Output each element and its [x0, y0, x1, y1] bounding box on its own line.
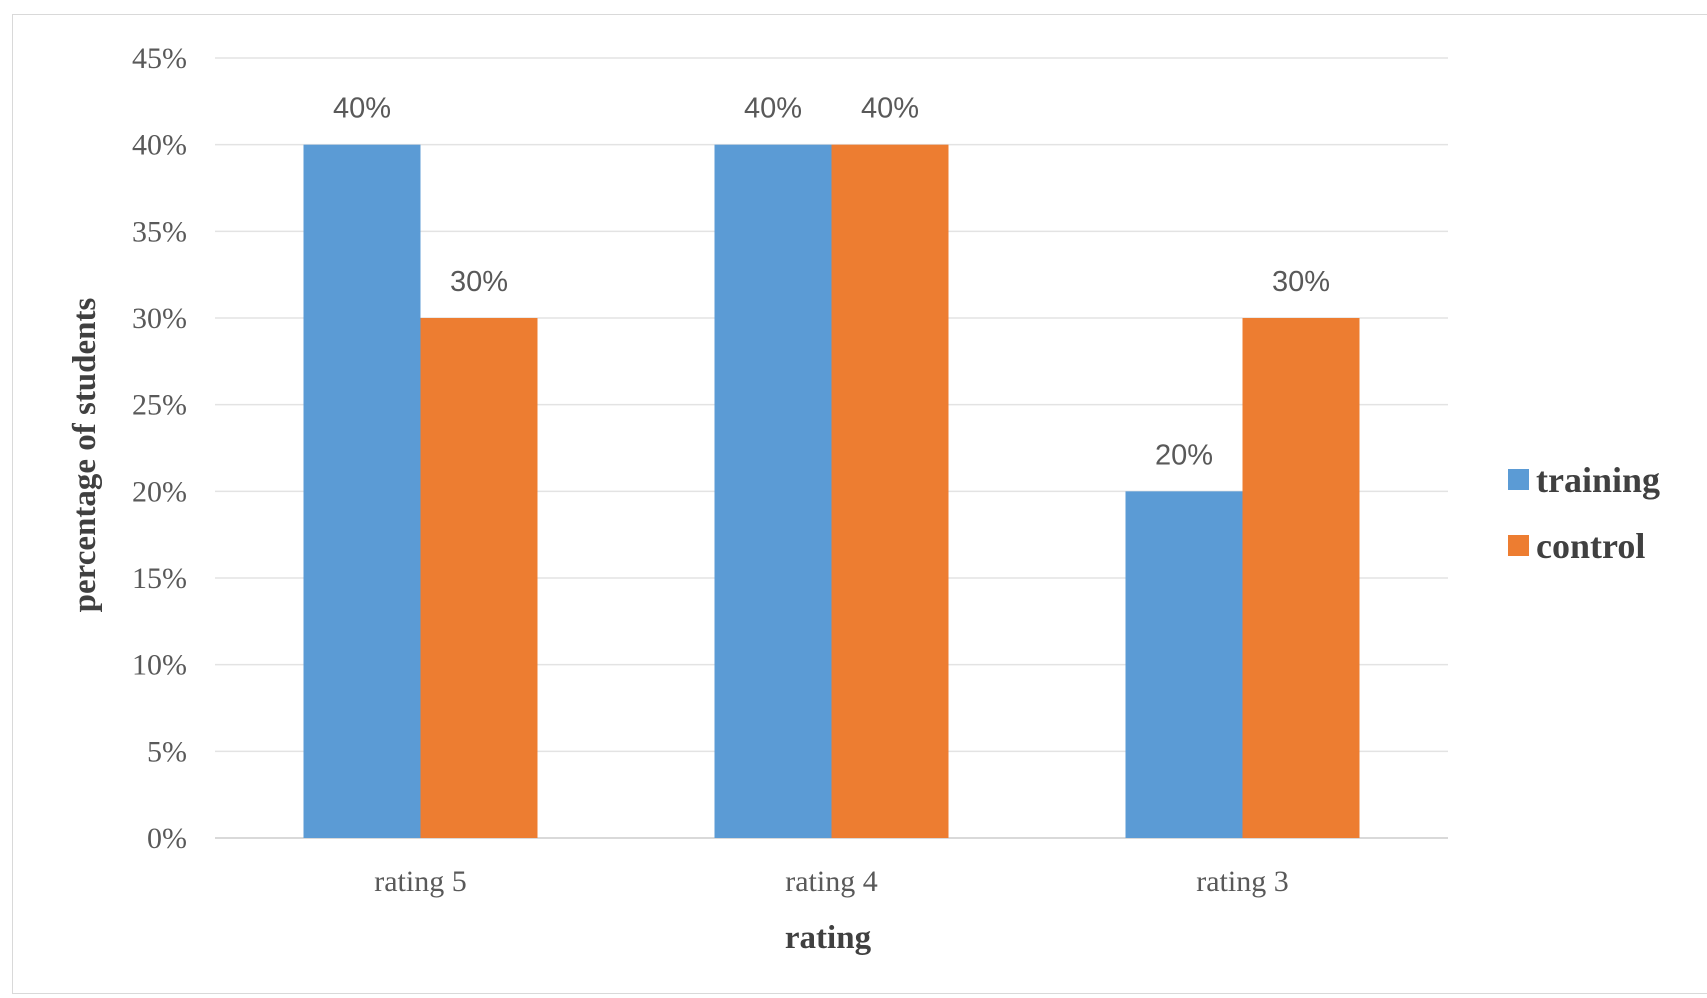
x-axis-title: rating	[785, 920, 872, 956]
x-axis-category-labels: rating 5 rating 4 rating 3	[374, 865, 1288, 898]
bar-training-2	[1126, 491, 1243, 838]
x-category-label: rating 5	[374, 865, 466, 898]
y-tick-label: 10%	[132, 649, 187, 682]
y-tick-label: 20%	[132, 475, 187, 508]
legend-swatch-control	[1508, 535, 1529, 556]
data-label-control-0: 30%	[450, 266, 508, 298]
y-tick-label: 25%	[132, 389, 187, 422]
y-tick-label: 35%	[132, 215, 187, 248]
y-tick-label: 15%	[132, 562, 187, 595]
y-tick-label: 5%	[147, 735, 187, 768]
y-axis-title: percentage of students	[67, 298, 103, 613]
data-label-training-0: 40%	[333, 93, 391, 125]
bar-training-0	[304, 145, 421, 838]
bar-training-1	[715, 145, 832, 838]
y-axis-tick-labels: 0% 5% 10% 15% 20% 25% 30% 35% 40% 45%	[132, 42, 187, 855]
data-label-training-1: 40%	[744, 93, 802, 125]
y-tick-label: 45%	[132, 42, 187, 75]
legend-swatch-training	[1508, 469, 1529, 490]
y-tick-label: 30%	[132, 302, 187, 335]
y-tick-label: 0%	[147, 822, 187, 855]
legend: training control	[1508, 460, 1660, 566]
legend-label-training: training	[1536, 460, 1660, 500]
data-label-training-2: 20%	[1155, 439, 1213, 471]
bar-control-0	[421, 318, 538, 838]
x-category-label: rating 3	[1196, 865, 1288, 898]
y-tick-label: 40%	[132, 129, 187, 162]
bar-control-1	[832, 145, 949, 838]
x-category-label: rating 4	[785, 865, 877, 898]
legend-label-control: control	[1536, 526, 1645, 566]
data-label-control-1: 40%	[861, 93, 919, 125]
bar-control-2	[1243, 318, 1360, 838]
data-label-control-2: 30%	[1272, 266, 1330, 298]
